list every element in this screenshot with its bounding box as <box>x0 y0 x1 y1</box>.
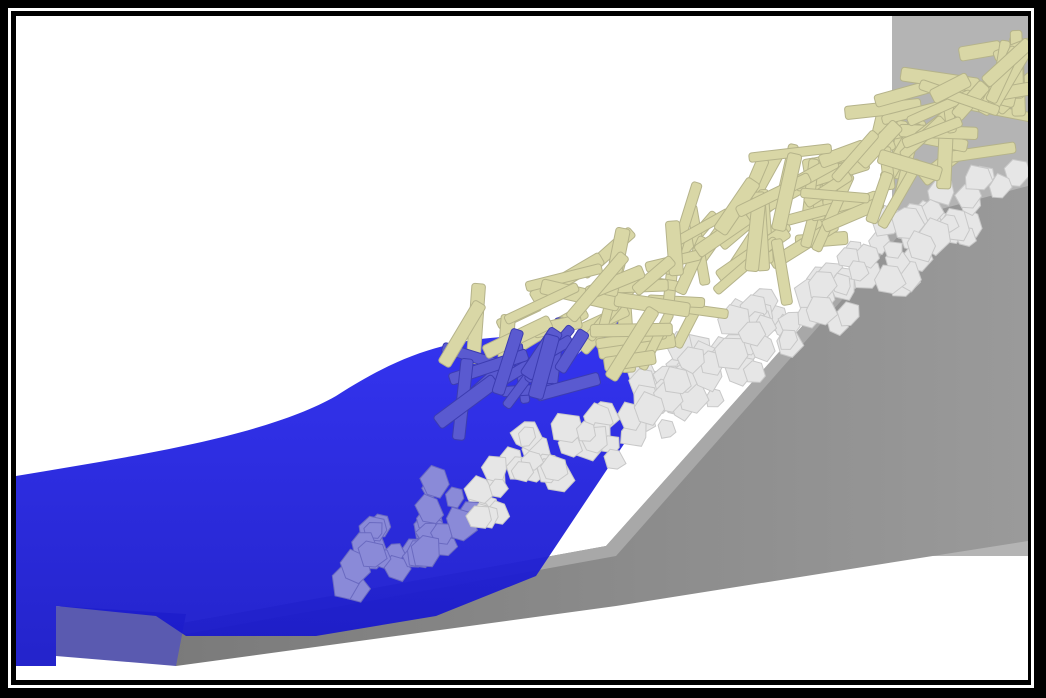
log <box>554 328 590 374</box>
armor-stone <box>657 418 677 439</box>
log <box>800 187 870 204</box>
armor-stone <box>419 464 450 499</box>
armor-stones <box>331 158 1028 603</box>
channel-floor <box>56 606 186 666</box>
armor-stone <box>778 329 799 350</box>
channel-slope <box>166 186 1028 666</box>
log <box>503 282 580 325</box>
armor-stone <box>575 420 597 442</box>
water-body <box>16 316 656 666</box>
log <box>605 306 659 382</box>
armor-stone <box>550 412 584 444</box>
armor-stone <box>633 390 666 426</box>
log <box>438 300 486 368</box>
armor-stone <box>540 453 569 482</box>
armor-stone <box>357 540 388 568</box>
armor-stone <box>517 426 537 448</box>
log <box>566 251 629 323</box>
armor-stone <box>836 301 860 327</box>
log <box>831 130 879 183</box>
armor-stone <box>883 241 903 259</box>
armor-stone <box>488 478 509 498</box>
armor-stone <box>603 448 627 470</box>
armor-stone <box>1003 158 1028 187</box>
log <box>631 255 676 296</box>
log <box>528 333 560 400</box>
armor-stone <box>414 493 445 525</box>
armor-stone <box>964 164 994 191</box>
armor-stone <box>848 260 870 282</box>
frame-border <box>8 8 1034 688</box>
log <box>929 72 972 104</box>
armor-stone <box>410 534 440 568</box>
armor-stone <box>805 296 839 326</box>
armor-stone <box>676 346 705 375</box>
log <box>770 238 793 306</box>
simulation-render <box>16 16 1028 680</box>
log <box>491 328 524 396</box>
log <box>771 152 803 232</box>
armor-stone <box>988 172 1013 199</box>
armor-stone <box>444 486 465 509</box>
armor-stone <box>737 321 767 347</box>
armor-stone <box>906 230 937 263</box>
log <box>981 38 1028 87</box>
armor-stone <box>873 264 907 295</box>
armor-stone <box>705 387 725 408</box>
scene-svg <box>16 16 1028 666</box>
armor-stone <box>465 505 492 529</box>
log <box>877 149 943 182</box>
armor-stone <box>510 461 535 483</box>
log-pile <box>433 29 1028 441</box>
log <box>865 171 894 225</box>
armor-stone <box>742 360 766 383</box>
log <box>901 116 963 149</box>
